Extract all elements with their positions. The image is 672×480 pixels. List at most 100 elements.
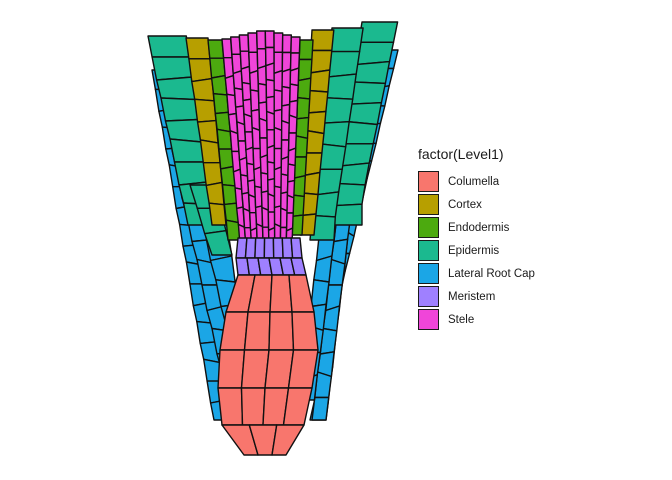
cell-stele bbox=[273, 89, 283, 112]
cell-epidermis bbox=[328, 27, 364, 53]
cell-endodermis bbox=[296, 77, 312, 100]
cell-columella bbox=[243, 311, 271, 351]
legend-item: Stele bbox=[418, 308, 535, 331]
legend-items: Columella Cortex Endodermis Epidermis Latera… bbox=[418, 170, 535, 331]
cell-stele bbox=[290, 36, 301, 54]
cell-columella bbox=[288, 274, 315, 313]
legend-item: Meristem bbox=[418, 285, 535, 308]
cell-stele bbox=[249, 89, 260, 112]
cell-meristem bbox=[290, 237, 303, 259]
cell-endodermis bbox=[297, 58, 313, 82]
cell-endodermis bbox=[292, 174, 306, 198]
cell-stele bbox=[257, 82, 268, 104]
cell-epidermis bbox=[151, 56, 194, 81]
cell-stele bbox=[260, 172, 269, 194]
cell-stele bbox=[273, 205, 282, 228]
legend-item: Lateral Root Cap bbox=[418, 262, 535, 285]
legend-key bbox=[418, 171, 439, 192]
cell-cortex bbox=[202, 161, 223, 187]
cell-stele bbox=[266, 161, 276, 181]
legend-key bbox=[418, 217, 439, 238]
legend-item: Cortex bbox=[418, 193, 535, 216]
cell-cortex bbox=[199, 139, 221, 164]
cell-stele bbox=[281, 34, 292, 54]
cell-stele bbox=[266, 144, 276, 164]
cell-stele bbox=[287, 163, 296, 183]
cell-stele bbox=[251, 126, 261, 150]
cell-epidermis bbox=[358, 21, 399, 43]
cell-stele bbox=[273, 147, 283, 171]
legend-item: Endodermis bbox=[418, 216, 535, 239]
legend-label: Stele bbox=[448, 313, 475, 326]
cell-stele bbox=[265, 78, 275, 99]
cell-columella bbox=[291, 311, 319, 351]
cell-lateral-root-cap bbox=[311, 396, 330, 421]
cell-stele bbox=[287, 147, 297, 167]
cell-cortex bbox=[208, 202, 227, 226]
legend-label: Endodermis bbox=[448, 221, 510, 234]
cell-columella bbox=[287, 349, 319, 389]
cell-stele bbox=[248, 69, 260, 93]
cell-columella bbox=[217, 387, 244, 426]
cell-cortex bbox=[191, 77, 215, 102]
cell-epidermis bbox=[155, 76, 197, 101]
cell-stele bbox=[258, 117, 268, 139]
cell-stele bbox=[238, 34, 250, 52]
cell-epidermis bbox=[160, 97, 200, 122]
cell-stele bbox=[273, 108, 283, 132]
cell-epidermis bbox=[173, 161, 209, 186]
cell-stele bbox=[259, 154, 269, 175]
cell-columella bbox=[240, 387, 266, 426]
cell-columella bbox=[269, 274, 293, 313]
legend-item: Epidermis bbox=[418, 239, 535, 262]
cell-cortex bbox=[310, 29, 335, 52]
cell-endodermis bbox=[295, 116, 310, 140]
cell-endodermis bbox=[292, 194, 305, 218]
cell-meristem bbox=[263, 237, 275, 259]
cell-cortex bbox=[205, 181, 225, 206]
legend-label: Lateral Root Cap bbox=[448, 267, 535, 280]
cell-stele bbox=[267, 193, 276, 213]
legend-title: factor(Level1) bbox=[418, 146, 504, 162]
legend-label: Epidermis bbox=[448, 244, 500, 257]
cell-columella bbox=[271, 424, 305, 456]
legend-label: Cortex bbox=[448, 198, 482, 211]
legend-label: Meristem bbox=[448, 290, 496, 303]
cell-endodermis bbox=[212, 92, 230, 115]
cell-stele bbox=[256, 30, 267, 50]
legend-key bbox=[418, 286, 439, 307]
cell-epidermis bbox=[147, 35, 191, 58]
cell-meristem bbox=[272, 237, 284, 259]
legend-key bbox=[418, 194, 439, 215]
cell-cortex bbox=[188, 58, 213, 83]
cell-stele bbox=[247, 32, 258, 53]
cell-stele bbox=[281, 68, 292, 89]
cell-columella bbox=[268, 311, 295, 351]
cell-endodermis bbox=[207, 39, 225, 59]
cell-lateral-root-cap bbox=[310, 279, 330, 308]
legend: factor(Level1) Columella Cortex Endodermis… bbox=[418, 146, 535, 331]
cell-lateral-root-cap bbox=[313, 255, 333, 283]
legend-key bbox=[418, 263, 439, 284]
legend-key bbox=[418, 240, 439, 261]
cell-endodermis bbox=[209, 57, 227, 79]
cell-stele bbox=[289, 83, 299, 103]
cell-endodermis bbox=[216, 128, 233, 150]
cell-stele bbox=[248, 51, 259, 75]
cell-endodermis bbox=[294, 135, 309, 158]
cell-stele bbox=[273, 166, 282, 189]
cell-epidermis bbox=[203, 229, 233, 256]
cell-epidermis bbox=[169, 138, 206, 163]
cell-stele bbox=[289, 67, 300, 87]
cell-stele bbox=[264, 30, 275, 49]
legend-label: Columella bbox=[448, 175, 500, 188]
cell-columella bbox=[217, 349, 246, 389]
cell-cortex bbox=[185, 37, 211, 60]
legend-item: Columella bbox=[418, 170, 535, 193]
cell-stele bbox=[280, 119, 290, 141]
cell-stele bbox=[273, 32, 284, 53]
cell-stele bbox=[273, 185, 282, 209]
cell-meristem bbox=[254, 237, 266, 259]
root-cells bbox=[147, 21, 399, 456]
